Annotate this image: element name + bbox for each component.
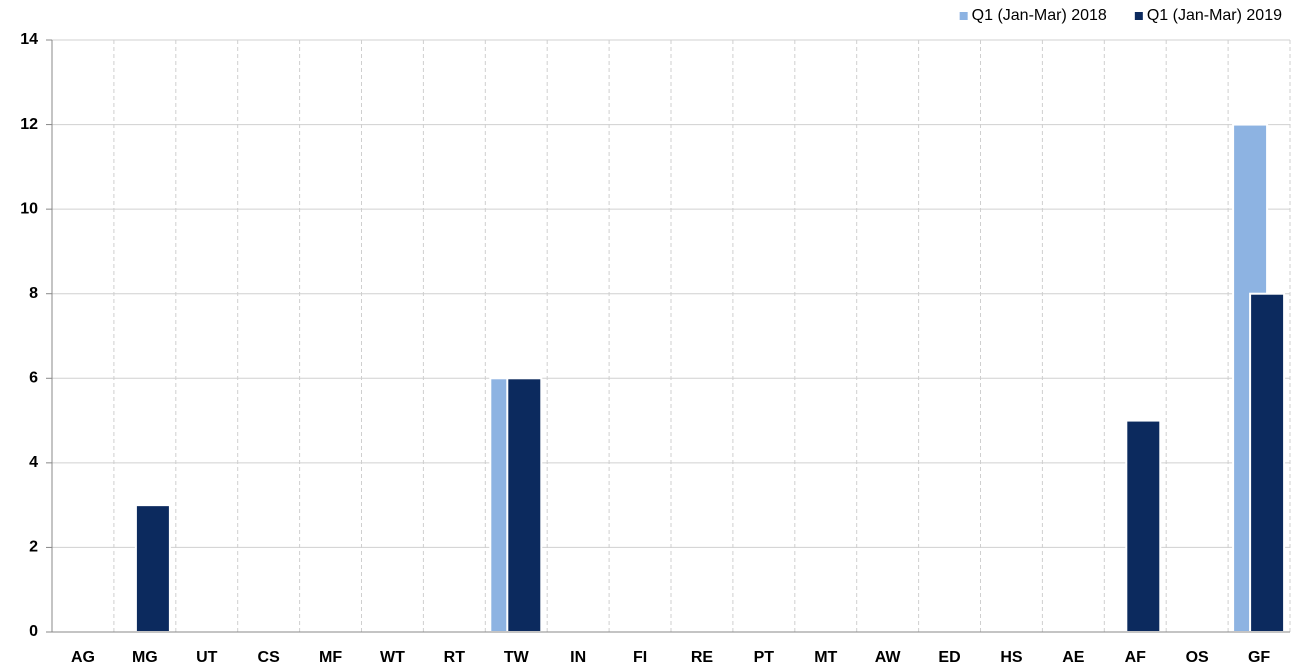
bar	[506, 377, 543, 633]
bar	[1125, 419, 1162, 634]
legend-label: Q1 (Jan-Mar) 2019	[1147, 7, 1282, 24]
y-tick-label: 8	[29, 285, 38, 302]
x-tick-label: WT	[380, 649, 405, 666]
x-tick-label: UT	[196, 649, 218, 666]
y-tick-label: 10	[20, 200, 38, 217]
y-tick-label: 2	[29, 539, 38, 556]
x-tick-label: FI	[633, 649, 647, 666]
x-tick-label: OS	[1186, 649, 1209, 666]
y-tick-label: 0	[29, 623, 38, 640]
x-tick-label: MT	[814, 649, 837, 666]
x-tick-label: HS	[1000, 649, 1023, 666]
bar	[1249, 292, 1286, 633]
x-tick-label: ED	[938, 649, 960, 666]
x-tick-label: RT	[444, 649, 466, 666]
legend-label: Q1 (Jan-Mar) 2018	[972, 7, 1107, 24]
x-tick-label: PT	[754, 649, 775, 666]
bar	[134, 504, 171, 633]
x-tick-label: AW	[875, 649, 902, 666]
x-tick-label: CS	[258, 649, 281, 666]
y-tick-label: 12	[20, 116, 38, 133]
x-tick-label: TW	[504, 649, 530, 666]
x-tick-label: AG	[71, 649, 95, 666]
legend-swatch	[1134, 12, 1143, 20]
y-tick-label: 4	[29, 454, 38, 471]
y-tick-label: 14	[20, 31, 38, 48]
x-tick-label: MG	[132, 649, 158, 666]
legend-swatch	[959, 12, 968, 20]
x-tick-label: GF	[1248, 649, 1270, 666]
x-tick-label: IN	[570, 649, 586, 666]
y-tick-label: 6	[29, 370, 38, 387]
x-tick-label: AF	[1125, 649, 1147, 666]
x-tick-label: MF	[319, 649, 342, 666]
x-tick-label: AE	[1062, 649, 1085, 666]
x-tick-label: RE	[691, 649, 714, 666]
